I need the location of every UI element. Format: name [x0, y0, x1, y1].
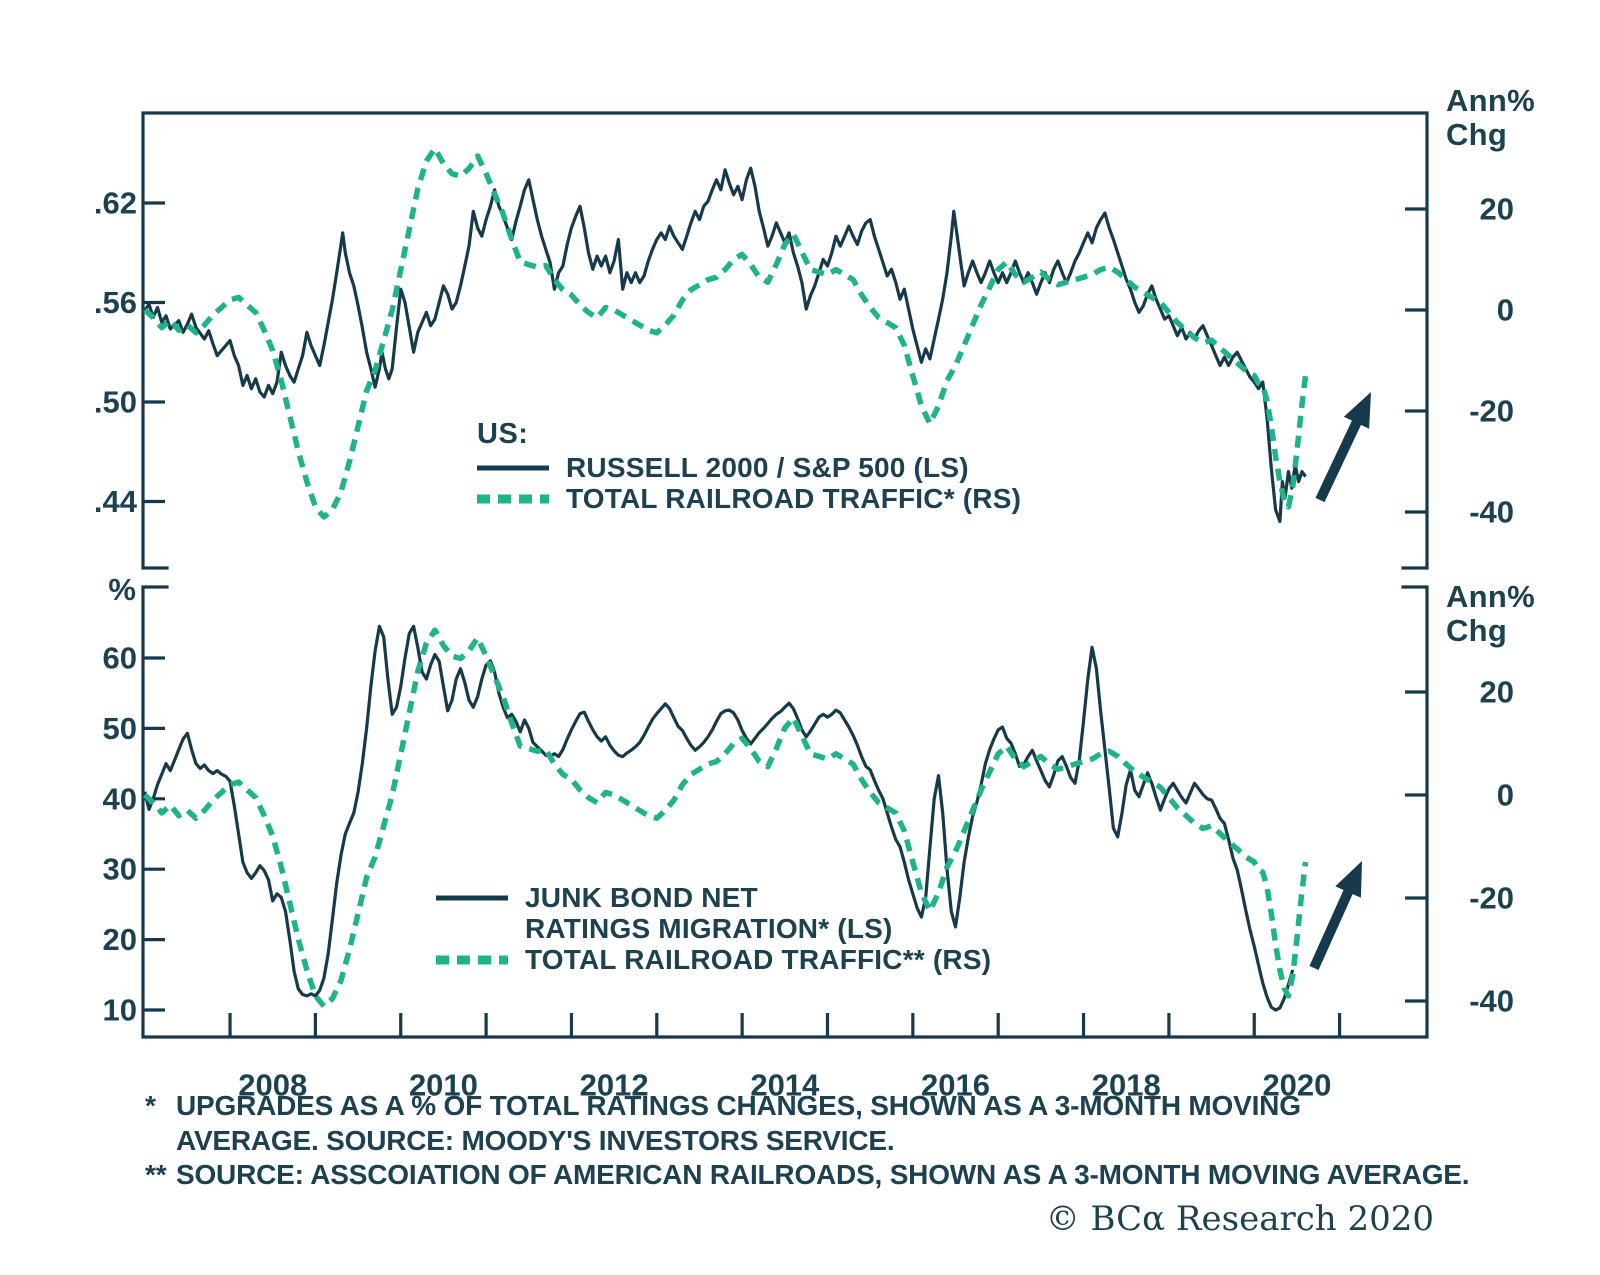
- left-axis-tick-label: 20: [103, 922, 137, 957]
- footnote-1-line-1: * UPGRADES AS A % OF TOTAL RATINGS CHANG…: [145, 1089, 1469, 1124]
- x-axis-year-label: 2010: [409, 1068, 478, 1103]
- legend-bottom: JUNK BOND NET RATINGS MIGRATION* (LS) TO…: [436, 882, 991, 975]
- dashed-line-swatch: [436, 955, 508, 965]
- right-axis-title-top: Ann% Chg: [1446, 84, 1535, 152]
- footnote-1-text-2: AVERAGE. SOURCE: MOODY'S INVESTORS SERVI…: [176, 1124, 895, 1156]
- footnote-2-line-1: ** SOURCE: ASSCOIATION OF AMERICAN RAILR…: [145, 1158, 1470, 1193]
- arrow-head: [1335, 861, 1362, 898]
- x-axis-year-label: 2008: [238, 1068, 307, 1103]
- left-axis-tick-label: 50: [103, 711, 137, 746]
- legend-label-russell: RUSSELL 2000 / S&P 500 (LS): [566, 451, 969, 483]
- x-axis-year-label: 2020: [1262, 1068, 1331, 1103]
- legend-label-junk-line2: RATINGS MIGRATION* (LS): [525, 912, 893, 944]
- dashed-line-swatch: [477, 494, 549, 504]
- x-axis-year-label: 2016: [921, 1068, 990, 1103]
- left-axis-tick-label: 40: [103, 781, 137, 816]
- right-axis-tick-label: 0: [1497, 778, 1514, 813]
- right-axis-tick-label: -40: [1469, 984, 1514, 1019]
- left-axis-tick-label: 10: [103, 993, 137, 1028]
- footnote-2-text-1: SOURCE: ASSCOIATION OF AMERICAN RAILROAD…: [176, 1159, 1470, 1190]
- right-axis-tick-label: -20: [1469, 881, 1514, 916]
- panel-frame-top: [141, 111, 1429, 570]
- arrow-head: [1343, 392, 1371, 429]
- right-axis-title-bottom-line2: Chg: [1446, 613, 1508, 648]
- left-axis-tick-label: .56: [94, 285, 137, 320]
- footnote-1-text-1: UPGRADES AS A % OF TOTAL RATINGS CHANGES…: [176, 1090, 1301, 1121]
- solid-line-swatch: [436, 893, 508, 903]
- x-axis-year-label: 2018: [1092, 1068, 1161, 1103]
- footnote-indent: [145, 1124, 176, 1159]
- legend-top: US: RUSSELL 2000 / S&P 500 (LS) TOTAL RA…: [477, 418, 1021, 514]
- up-trend-arrow: [1315, 392, 1371, 503]
- right-axis-title-top-line1: Ann%: [1446, 83, 1536, 118]
- legend-row-junk-1: JUNK BOND NET: [436, 882, 991, 913]
- left-axis-tick-label: 60: [103, 641, 137, 676]
- footnote-1-line-2: AVERAGE. SOURCE: MOODY'S INVESTORS SERVI…: [145, 1124, 1469, 1159]
- right-axis-title-top-line2: Chg: [1446, 117, 1508, 152]
- footnotes: * UPGRADES AS A % OF TOTAL RATINGS CHANG…: [145, 1089, 1470, 1193]
- panel-top: .62 .56 .50 .44 20 0 -20 -40: [94, 111, 1514, 570]
- footnote-1-marker: *: [145, 1090, 156, 1121]
- left-axis-tick-label: .44: [94, 484, 138, 519]
- left-axis-tick-label: .50: [94, 385, 137, 420]
- series-line-railroad-traffic-top: [142, 145, 1309, 520]
- arrow-shaft: [1309, 884, 1356, 971]
- legend-label-railroad-bottom: TOTAL RAILROAD TRAFFIC** (RS): [525, 943, 992, 975]
- left-axis-title-bottom: %: [108, 572, 136, 607]
- right-axis-tick-label: 0: [1497, 293, 1514, 328]
- copyright-bca-research: © BCα Research 2020: [1045, 1199, 1434, 1239]
- legend-row-russell: RUSSELL 2000 / S&P 500 (LS): [477, 452, 1021, 483]
- legend-row-junk-2: RATINGS MIGRATION* (LS): [436, 913, 991, 944]
- right-axis-tick-label: -20: [1469, 394, 1514, 429]
- arrow-shaft: [1315, 415, 1364, 503]
- up-trend-arrow: [1309, 861, 1362, 971]
- series-line-railroad-traffic-bottom: [142, 627, 1309, 1009]
- panel-frame-bottom: [141, 585, 1429, 1039]
- x-axis-year-label: 2012: [580, 1068, 649, 1103]
- right-axis-tick-label: -40: [1469, 495, 1514, 530]
- legend-row-railroad-bottom: TOTAL RAILROAD TRAFFIC** (RS): [436, 944, 991, 975]
- right-axis-title-bottom: Ann% Chg: [1446, 580, 1535, 648]
- left-axis-tick-label: 30: [103, 852, 137, 887]
- series-line-russell-2000-sp500: [143, 166, 1307, 524]
- left-axis-tick-label: .62: [94, 186, 137, 221]
- right-axis-title-bottom-line1: Ann%: [1446, 579, 1536, 614]
- x-axis-year-label: 2014: [750, 1068, 820, 1103]
- legend-label-railroad-top: TOTAL RAILROAD TRAFFIC* (RS): [566, 482, 1022, 514]
- solid-line-swatch: [477, 463, 549, 473]
- legend-row-railroad-top: TOTAL RAILROAD TRAFFIC* (RS): [477, 483, 1021, 514]
- footnote-2-marker: **: [145, 1159, 167, 1190]
- series-line-junk-bond-net-ratings-migration: [143, 624, 1295, 1012]
- right-axis-tick-label: 20: [1480, 192, 1514, 227]
- legend-label-junk-line1: JUNK BOND NET: [525, 881, 758, 913]
- legend-top-header: US:: [477, 418, 529, 450]
- right-axis-tick-label: 20: [1480, 675, 1514, 710]
